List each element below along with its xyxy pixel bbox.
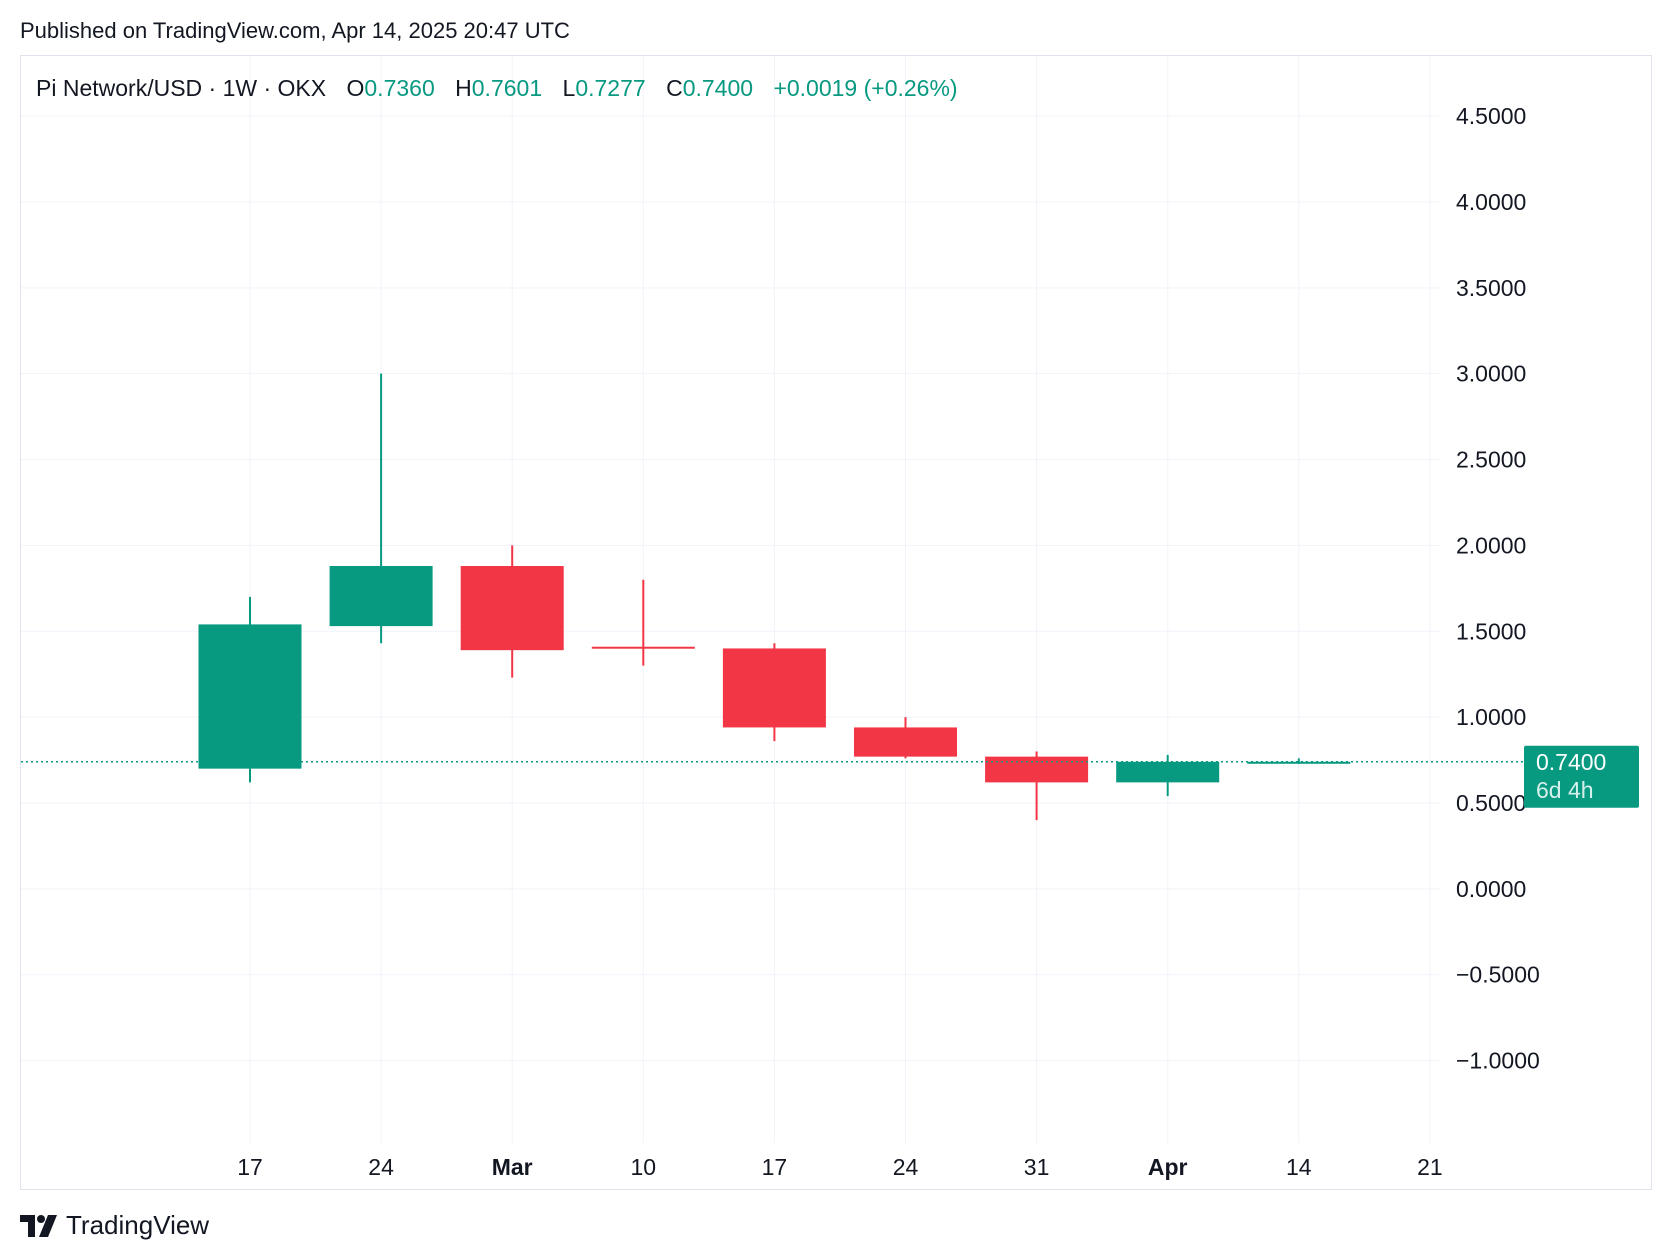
candle-body xyxy=(329,566,433,627)
x-tick-label: Mar xyxy=(492,1154,533,1180)
y-tick-label: 3.0000 xyxy=(1456,361,1526,387)
candle[interactable] xyxy=(722,643,826,742)
x-axis: 17 24 Mar 10 17 24 31 Apr 14 21 xyxy=(237,1154,1442,1180)
candle[interactable] xyxy=(198,596,302,783)
candle[interactable] xyxy=(854,717,957,759)
candle-body xyxy=(198,624,302,769)
y-tick-label: 4.5000 xyxy=(1456,103,1526,129)
x-tick-label: 14 xyxy=(1286,1154,1312,1180)
grid-layer xyxy=(21,56,1440,1143)
x-tick-label: 24 xyxy=(893,1154,919,1180)
candle-body xyxy=(854,727,957,757)
y-tick-label: 2.0000 xyxy=(1456,532,1526,558)
candle[interactable] xyxy=(591,579,695,666)
x-tick-label: 17 xyxy=(762,1154,788,1180)
tradingview-wordmark: TradingView xyxy=(66,1210,210,1240)
legend-close-value: 0.7400 xyxy=(682,75,754,101)
legend-open-value: 0.7360 xyxy=(364,75,435,101)
legend-symbol[interactable]: Pi Network/USD · 1W · OKX xyxy=(36,75,327,101)
legend-low-value: 0.7277 xyxy=(575,75,646,101)
x-tick-label: 21 xyxy=(1417,1154,1443,1180)
x-tick-label: 10 xyxy=(631,1154,657,1180)
y-tick-label: 0.5000 xyxy=(1456,790,1526,816)
price-badge-value: 0.7400 xyxy=(1536,749,1606,775)
y-tick-label: 2.5000 xyxy=(1456,447,1526,473)
x-tick-label: Apr xyxy=(1148,1154,1188,1180)
y-tick-label: 1.5000 xyxy=(1456,618,1526,644)
legend-high-value: 0.7601 xyxy=(471,75,543,101)
legend-change: +0.0019 (+0.26%) xyxy=(773,75,958,101)
legend-low-label: L xyxy=(562,75,576,101)
tradingview-logo-icon xyxy=(20,1214,57,1237)
tradingview-logo[interactable]: TradingView xyxy=(20,1210,209,1241)
published-caption: Published on TradingView.com, Apr 14, 20… xyxy=(20,18,570,43)
price-badge[interactable]: 0.7400 6d 4h xyxy=(1524,745,1639,808)
legend-open-label: O xyxy=(346,75,365,101)
candle-body xyxy=(460,566,564,651)
x-tick-label: 24 xyxy=(368,1154,394,1180)
candle-body xyxy=(985,756,1089,783)
y-tick-label: 3.5000 xyxy=(1456,275,1526,301)
legend-high-label: H xyxy=(455,75,472,101)
candle-layer xyxy=(198,373,1351,821)
candle-body xyxy=(1116,761,1220,783)
candle[interactable] xyxy=(985,751,1089,821)
y-axis: 4.5000 4.0000 3.5000 3.0000 2.5000 2.0000 1.50… xyxy=(1456,103,1540,1073)
candle-body xyxy=(1247,761,1351,764)
y-tick-label: 4.0000 xyxy=(1456,189,1526,215)
price-badge-background xyxy=(1524,745,1639,808)
y-tick-label: 0.0000 xyxy=(1456,876,1526,902)
candle[interactable] xyxy=(329,373,433,644)
price-badge-countdown: 6d 4h xyxy=(1536,777,1594,803)
ohlc-legend: Pi Network/USD · 1W · OKX O0.7360 H0.760… xyxy=(36,75,958,102)
y-tick-label: 1.0000 xyxy=(1456,704,1526,730)
y-tick-label: −0.5000 xyxy=(1456,962,1540,988)
x-tick-label: 31 xyxy=(1024,1154,1050,1180)
candle-body xyxy=(722,648,826,728)
chart-frame[interactable] xyxy=(20,55,1652,1190)
candle[interactable] xyxy=(1247,758,1351,764)
candle[interactable] xyxy=(460,545,564,678)
y-tick-label: −1.0000 xyxy=(1456,1048,1540,1074)
candle-body xyxy=(591,646,695,649)
x-tick-label: 17 xyxy=(237,1154,263,1180)
legend-close-label: C xyxy=(666,75,683,101)
